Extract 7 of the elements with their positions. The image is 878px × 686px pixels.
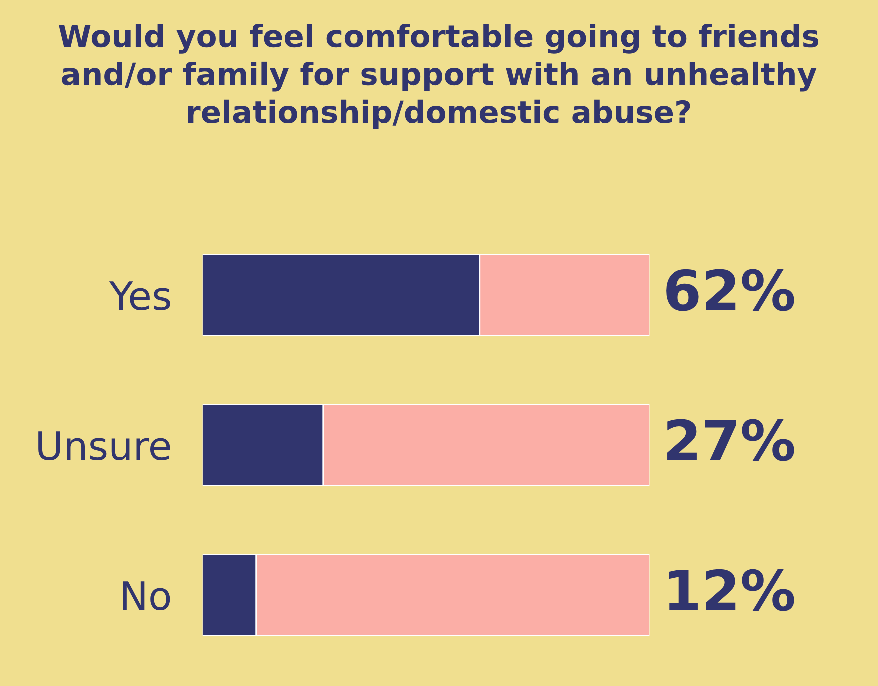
data-label: 62% — [666, 269, 794, 312]
y-tick-label: No — [123, 582, 170, 611]
chart-title: Would you feel comfortable going to friends and/or family for support with an unhealthy relationship/domestic abuse? — [58, 24, 819, 130]
y-tick-label: Unsure — [38, 432, 170, 461]
y-tick-label: Yes — [109, 282, 170, 311]
data-label: 27% — [668, 419, 794, 462]
data-label: 12% — [669, 569, 794, 612]
